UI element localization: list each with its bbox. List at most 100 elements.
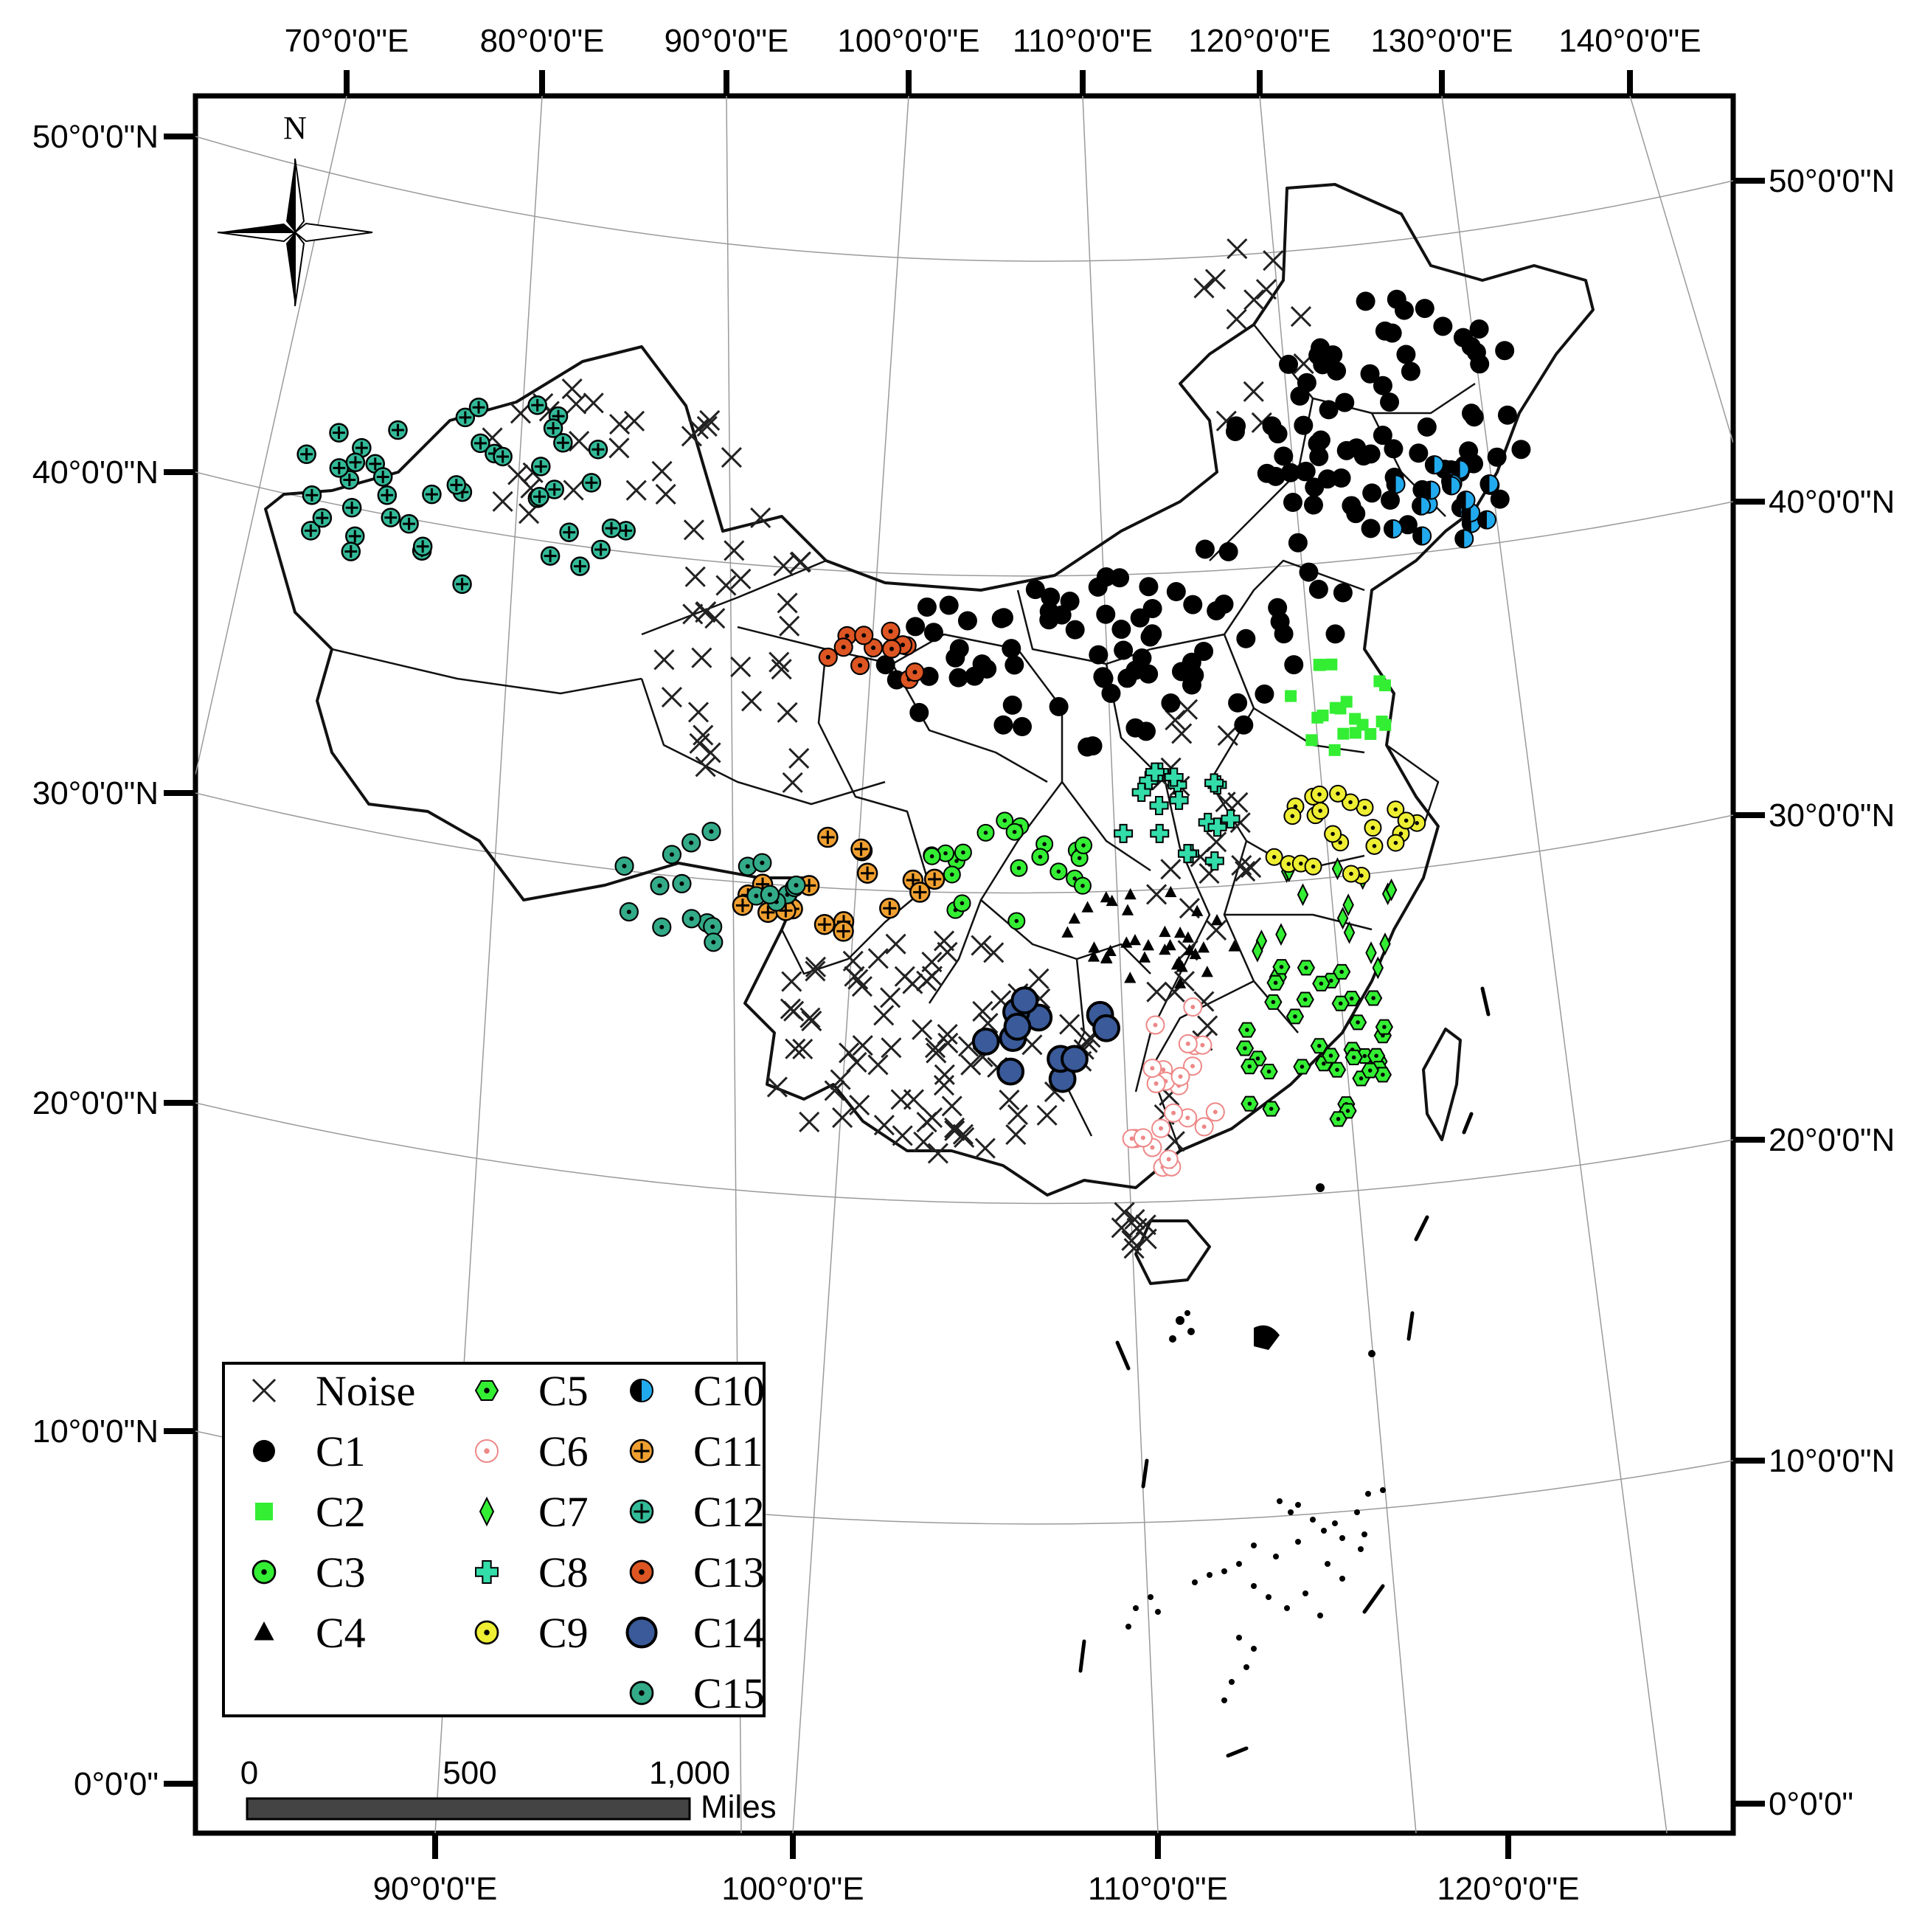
cluster-point	[377, 485, 398, 505]
cluster-point	[1075, 836, 1093, 854]
cluster-point	[1041, 587, 1061, 607]
cluster-point	[1138, 951, 1151, 963]
cluster-point	[543, 418, 563, 438]
cluster-point	[1310, 1038, 1328, 1054]
cluster-point	[1367, 1048, 1386, 1064]
cluster-point	[1265, 848, 1283, 866]
cluster-point	[1348, 1014, 1367, 1031]
bottom-label: 90°0'0"E	[373, 1871, 498, 1907]
cluster-point	[614, 856, 634, 876]
cluster-point	[1497, 405, 1517, 425]
cluster-point	[846, 1052, 867, 1073]
cluster-point	[661, 687, 682, 708]
cluster-point	[782, 772, 803, 793]
cluster-point	[1459, 441, 1479, 461]
legend-symbol	[255, 1503, 273, 1520]
cluster-point	[1194, 1117, 1214, 1137]
cluster-point	[937, 1032, 959, 1053]
cluster-point	[1409, 443, 1429, 463]
cluster-point	[1328, 744, 1341, 756]
cluster-point	[1133, 1128, 1153, 1148]
cluster-point	[850, 838, 872, 860]
cluster-point	[917, 597, 937, 617]
scale-bar-fill	[246, 1797, 691, 1821]
cluster-point	[1454, 529, 1474, 549]
cluster-point	[540, 546, 561, 566]
top-label: 90°0'0"E	[665, 23, 789, 59]
legend-label: C11	[693, 1427, 763, 1475]
cluster-point	[1243, 289, 1265, 311]
cluster-point	[1100, 952, 1113, 964]
cluster-point	[1227, 792, 1249, 813]
cluster-point	[1025, 580, 1045, 600]
cluster-point	[1262, 1101, 1280, 1117]
cluster-point	[530, 487, 549, 507]
cluster-point	[422, 484, 442, 505]
cluster-point	[1280, 463, 1300, 482]
cluster-point	[1279, 354, 1299, 374]
cluster-point	[1114, 1202, 1135, 1223]
cluster-point	[771, 659, 792, 680]
cluster-point	[1495, 341, 1515, 361]
cluster-point	[1337, 727, 1350, 740]
cluster-point	[1236, 629, 1256, 648]
left-label: 30°0'0"N	[32, 775, 159, 811]
scale-bar: 0 500 1,000 Miles	[240, 1755, 777, 1825]
cluster-point	[852, 1035, 873, 1056]
cluster-point	[1442, 476, 1462, 496]
cluster-point	[1364, 819, 1382, 837]
cluster-point	[1204, 269, 1227, 290]
cluster-point	[1081, 901, 1094, 913]
cluster-point	[1477, 510, 1496, 530]
cluster-point	[750, 507, 771, 529]
cluster-point	[832, 1107, 853, 1129]
cluster-point	[1283, 492, 1302, 512]
cluster-point	[1059, 1014, 1080, 1035]
legend-symbol	[475, 1439, 499, 1463]
cluster-point	[455, 407, 476, 428]
cluster-point	[446, 475, 467, 495]
cluster-point	[1262, 416, 1282, 436]
cluster-point	[1210, 913, 1224, 926]
cluster-point	[921, 951, 943, 973]
cluster-point	[1231, 854, 1252, 876]
north-arrow-icon: N	[217, 110, 373, 307]
cluster-point	[1364, 990, 1383, 1006]
cluster-point	[732, 895, 754, 916]
cluster-point	[1061, 1045, 1089, 1073]
legend-symbol	[629, 1438, 654, 1464]
cluster-point	[912, 1019, 933, 1040]
cluster-point	[566, 393, 587, 415]
cluster-point	[939, 595, 959, 615]
cluster-point	[1121, 904, 1134, 915]
cluster-point	[1421, 480, 1441, 500]
left-label: 20°0'0"N	[32, 1085, 159, 1121]
legend-label: C4	[316, 1609, 366, 1657]
cluster-point	[1061, 926, 1074, 938]
cluster-point	[372, 467, 393, 487]
cluster-point	[1111, 620, 1131, 640]
cluster-point	[780, 998, 801, 1019]
cluster-point	[1260, 1064, 1278, 1080]
cluster-point	[1174, 977, 1187, 988]
cluster-point	[683, 519, 704, 541]
cluster-point	[1165, 710, 1186, 731]
cluster-point	[971, 1027, 1000, 1056]
cluster-point	[1204, 851, 1224, 871]
cluster-point	[1193, 1035, 1212, 1055]
cluster-point	[1316, 709, 1329, 721]
south-sea-islands	[1125, 1183, 1386, 1703]
cluster-point	[927, 1143, 948, 1164]
cluster-point	[1140, 627, 1160, 647]
cluster-point	[681, 426, 702, 447]
cluster-point	[1290, 386, 1310, 406]
legend-symbol	[475, 1560, 499, 1584]
cluster-point	[1311, 802, 1330, 820]
cluster-point	[1303, 495, 1323, 515]
cluster-point	[1146, 884, 1168, 905]
cluster-point	[937, 941, 958, 963]
legend-label: C15	[693, 1669, 765, 1717]
cluster-point	[1308, 345, 1328, 365]
cluster-point	[561, 378, 583, 400]
cluster-point	[1078, 737, 1097, 757]
